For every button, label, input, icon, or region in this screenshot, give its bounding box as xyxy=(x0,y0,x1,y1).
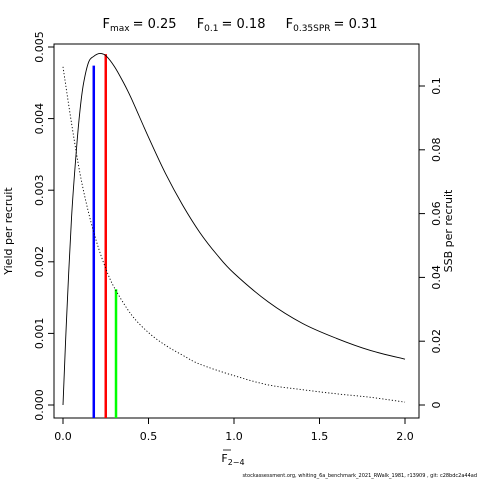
y-axis-right-label: SSB per recruit xyxy=(442,189,455,272)
y-left-tick-label: 0.005 xyxy=(33,31,46,63)
x-axis-label-symbol: F xyxy=(221,452,227,465)
x-tick-label: 1.0 xyxy=(225,430,243,443)
x-tick-label: 0.5 xyxy=(140,430,158,443)
plot-frame xyxy=(53,43,420,419)
yield-per-recruit-line xyxy=(62,52,406,406)
y-left-tick-label: 0.001 xyxy=(33,318,46,350)
title-fmax-subscript: max xyxy=(110,24,130,34)
y-axis-left-label: Yield per recruit xyxy=(2,187,15,276)
title-f01-value: = 0.18 xyxy=(222,17,266,32)
y-right-tick-label: 0.06 xyxy=(430,201,443,226)
title-fmax-value: = 0.25 xyxy=(133,17,177,32)
x-tick-label: 1.5 xyxy=(311,430,329,443)
y-right-tick-label: 0.1 xyxy=(430,77,443,95)
chart-axes: 0.0 0.5 1.0 1.5 2.0 0.000 0.001 0.002 0.003 0.004… xyxy=(33,31,443,443)
y-right-tick-label: 0.02 xyxy=(430,329,443,354)
footer-note: stockassessment.org, whiting_6a_benchmar… xyxy=(242,473,477,479)
y-right-tick-label: 0 xyxy=(430,402,443,409)
title-fspr-symbol: F xyxy=(286,17,293,32)
y-right-tick-label: 0.08 xyxy=(430,138,443,163)
x-axis-label-subscript: 2−4 xyxy=(228,458,245,467)
title-fspr-value: = 0.31 xyxy=(334,17,378,32)
y-left-tick-label: 0.004 xyxy=(33,103,46,135)
title-fspr-subscript: 0.35SPR xyxy=(293,24,330,34)
chart-title: Fmax = 0.25 F0.1 = 0.18 F0.35SPR = 0.31 xyxy=(102,17,377,34)
y-right-tick-label: 0.04 xyxy=(430,265,443,290)
y-left-tick-label: 0.003 xyxy=(33,174,46,206)
title-f01-symbol: F xyxy=(197,17,204,32)
ssb-per-recruit-line xyxy=(62,66,406,403)
x-tick-label: 0.0 xyxy=(54,430,72,443)
title-f01-subscript: 0.1 xyxy=(204,24,218,34)
title-fmax-symbol: F xyxy=(102,17,109,32)
y-left-tick-label: 0.002 xyxy=(33,246,46,278)
chart-marks xyxy=(62,52,406,418)
y-left-tick-label: 0.000 xyxy=(33,389,46,421)
x-tick-label: 2.0 xyxy=(396,430,414,443)
x-axis-label: F2−4 xyxy=(221,452,244,467)
